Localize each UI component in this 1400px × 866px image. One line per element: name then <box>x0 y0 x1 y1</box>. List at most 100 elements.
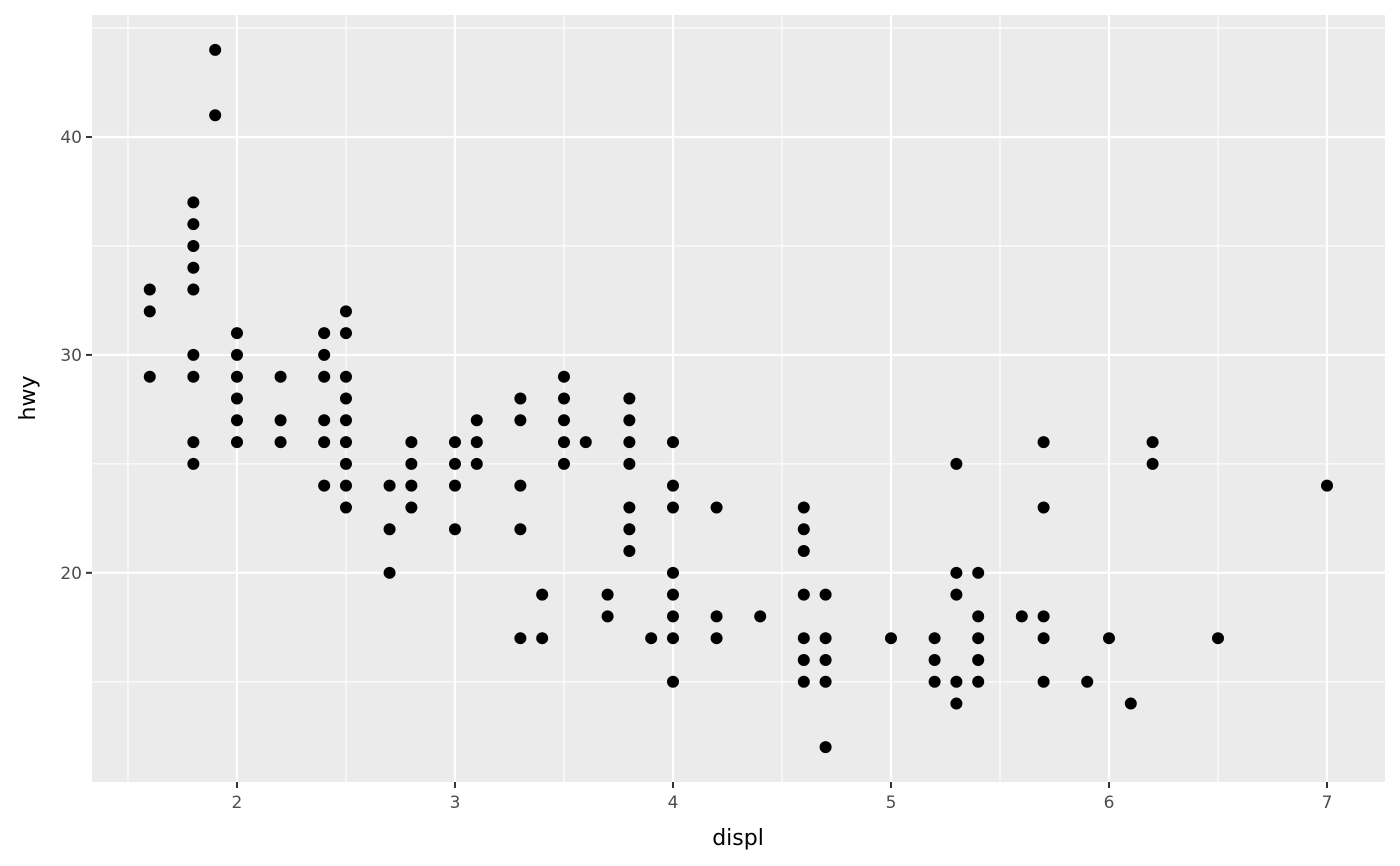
data-point <box>209 109 222 122</box>
data-point <box>405 501 418 514</box>
data-point <box>623 414 636 427</box>
points <box>143 43 1334 754</box>
data-point <box>601 588 614 601</box>
data-point <box>318 436 331 449</box>
data-point <box>710 501 723 514</box>
data-point <box>1037 675 1050 688</box>
gridlines <box>92 15 1385 782</box>
data-point <box>143 370 156 383</box>
data-point <box>318 370 331 383</box>
y-tick-label: 40 <box>60 128 82 148</box>
data-point <box>448 436 461 449</box>
data-point <box>950 675 963 688</box>
data-point <box>579 436 592 449</box>
data-point <box>928 675 941 688</box>
data-point <box>819 632 832 645</box>
data-point <box>928 632 941 645</box>
data-point <box>230 327 243 340</box>
data-point <box>470 457 483 470</box>
data-point <box>209 43 222 56</box>
data-point <box>230 414 243 427</box>
data-point <box>187 283 200 296</box>
data-point <box>819 675 832 688</box>
data-point <box>514 479 527 492</box>
data-point <box>972 566 985 579</box>
data-point <box>557 457 570 470</box>
data-point <box>1103 632 1116 645</box>
data-point <box>536 588 549 601</box>
data-point <box>1015 610 1028 623</box>
data-point <box>514 523 527 536</box>
data-point <box>623 457 636 470</box>
data-point <box>1037 436 1050 449</box>
data-point <box>448 479 461 492</box>
data-point <box>557 436 570 449</box>
data-point <box>666 501 679 514</box>
data-point <box>339 392 352 405</box>
data-point <box>187 370 200 383</box>
data-point <box>187 239 200 252</box>
data-point <box>1212 632 1225 645</box>
data-point <box>797 588 810 601</box>
data-point <box>1081 675 1094 688</box>
data-point <box>645 632 658 645</box>
data-point <box>187 261 200 274</box>
data-point <box>950 566 963 579</box>
plot-panel <box>92 15 1385 782</box>
data-point <box>274 370 287 383</box>
data-point <box>187 218 200 231</box>
data-point <box>470 414 483 427</box>
data-point <box>972 653 985 666</box>
data-point <box>405 457 418 470</box>
data-point <box>972 610 985 623</box>
data-point <box>339 305 352 318</box>
data-point <box>143 283 156 296</box>
data-point <box>339 501 352 514</box>
data-point <box>405 436 418 449</box>
axes: 2 3 4 5 6 7 20 30 40 <box>60 128 1332 813</box>
data-point <box>710 632 723 645</box>
data-point <box>187 457 200 470</box>
data-point <box>819 741 832 754</box>
x-tick-label: 6 <box>1104 793 1115 813</box>
data-point <box>557 370 570 383</box>
data-point <box>339 327 352 340</box>
data-point <box>230 370 243 383</box>
data-point <box>339 479 352 492</box>
data-point <box>972 632 985 645</box>
data-point <box>514 392 527 405</box>
data-point <box>819 653 832 666</box>
data-point <box>1124 697 1137 710</box>
data-point <box>601 610 614 623</box>
data-point <box>666 675 679 688</box>
data-point <box>557 392 570 405</box>
data-point <box>318 327 331 340</box>
data-point <box>819 588 832 601</box>
data-point <box>448 457 461 470</box>
x-tick-label: 7 <box>1322 793 1333 813</box>
data-point <box>318 414 331 427</box>
data-point <box>230 348 243 361</box>
data-point <box>950 457 963 470</box>
data-point <box>797 675 810 688</box>
data-point <box>1146 457 1159 470</box>
data-point <box>405 479 418 492</box>
data-point <box>339 436 352 449</box>
data-point <box>274 436 287 449</box>
data-point <box>514 632 527 645</box>
data-point <box>470 436 483 449</box>
x-tick-label: 3 <box>450 793 461 813</box>
data-point <box>623 545 636 558</box>
data-point <box>950 588 963 601</box>
data-point <box>972 675 985 688</box>
data-point <box>754 610 767 623</box>
data-point <box>623 436 636 449</box>
data-point <box>339 370 352 383</box>
data-point <box>448 523 461 536</box>
data-point <box>274 414 287 427</box>
data-point <box>797 523 810 536</box>
data-point <box>383 479 396 492</box>
data-point <box>666 610 679 623</box>
data-point <box>950 697 963 710</box>
data-point <box>710 610 723 623</box>
